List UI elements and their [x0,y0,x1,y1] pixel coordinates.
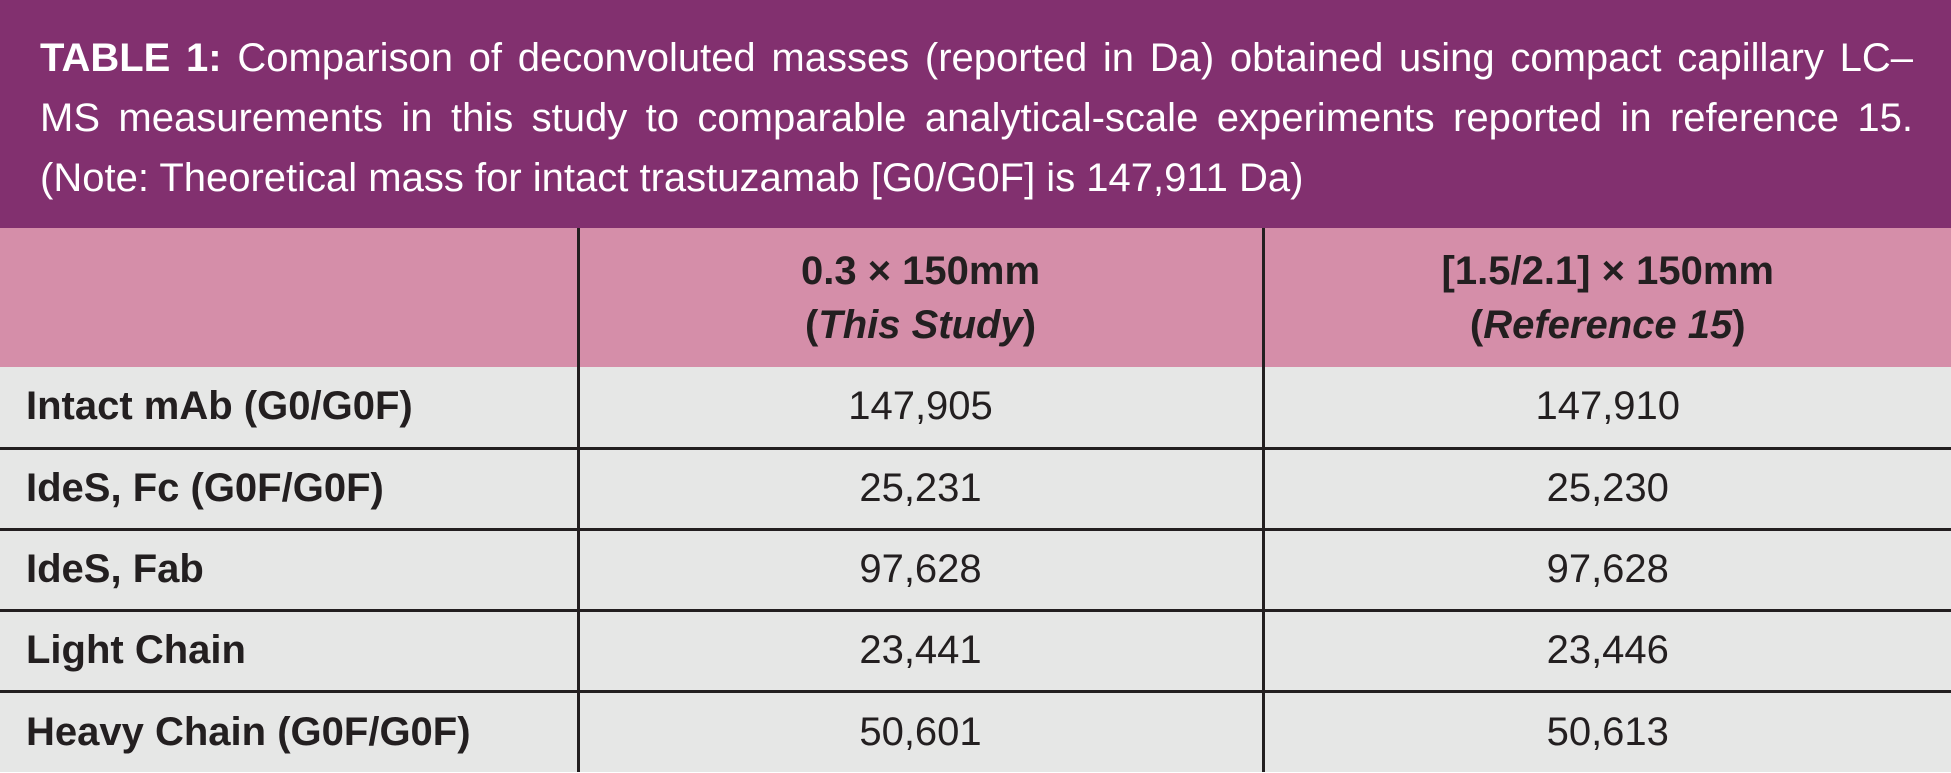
header-col2-line2: (Reference 15) [1265,298,1951,352]
table-row: Heavy Chain (G0F/G0F) 50,601 50,613 [0,691,1951,772]
row-label: IdeS, Fab [0,529,578,612]
mass-comparison-table: 0.3 × 150mm (This Study) [1.5/2.1] × 150… [0,228,1951,772]
caption-text: Comparison of deconvoluted masses (repor… [40,36,1914,200]
table-row: IdeS, Fab 97,628 97,628 [0,529,1951,612]
cell-this-study: 23,441 [576,610,1263,693]
cell-this-study: 97,628 [576,529,1263,612]
header-row: 0.3 × 150mm (This Study) [1.5/2.1] × 150… [0,228,1951,367]
cell-reference-15: 147,910 [1261,367,1951,450]
cell-this-study: 147,905 [576,367,1263,450]
header-col2-close: ) [1732,302,1746,347]
header-col1-line1: 0.3 × 150mm [800,248,1041,293]
caption-lead: TABLE 1: [40,36,222,80]
cell-reference-15: 25,230 [1261,448,1951,531]
table-caption: TABLE 1: Comparison of deconvoluted mass… [0,0,1951,228]
row-label: IdeS, Fc (G0F/G0F) [0,448,578,531]
header-col1-open: ( [804,302,819,347]
row-label: Heavy Chain (G0F/G0F) [0,691,578,772]
header-this-study: 0.3 × 150mm (This Study) [576,228,1263,367]
header-reference-15: [1.5/2.1] × 150mm (Reference 15) [1261,228,1951,367]
cell-this-study: 25,231 [576,448,1263,531]
row-label: Intact mAb (G0/G0F) [0,367,578,450]
header-empty-cell [0,228,578,367]
header-col1-note: This Study [818,302,1023,347]
header-col2-note: Reference 15 [1483,302,1733,347]
cell-reference-15: 50,613 [1261,691,1951,772]
cell-this-study: 50,601 [576,691,1263,772]
row-label: Light Chain [0,610,578,693]
table-row: Intact mAb (G0/G0F) 147,905 147,910 [0,367,1951,450]
table-row: Light Chain 23,441 23,446 [0,610,1951,693]
cell-reference-15: 97,628 [1261,529,1951,612]
cell-reference-15: 23,446 [1261,610,1951,693]
header-col2-line1: [1.5/2.1] × 150mm [1441,248,1774,293]
header-col1-close: ) [1022,302,1037,347]
header-col2-open: ( [1469,302,1484,347]
table-row: IdeS, Fc (G0F/G0F) 25,231 25,230 [0,448,1951,531]
header-col1-line2: (This Study) [580,298,1262,352]
